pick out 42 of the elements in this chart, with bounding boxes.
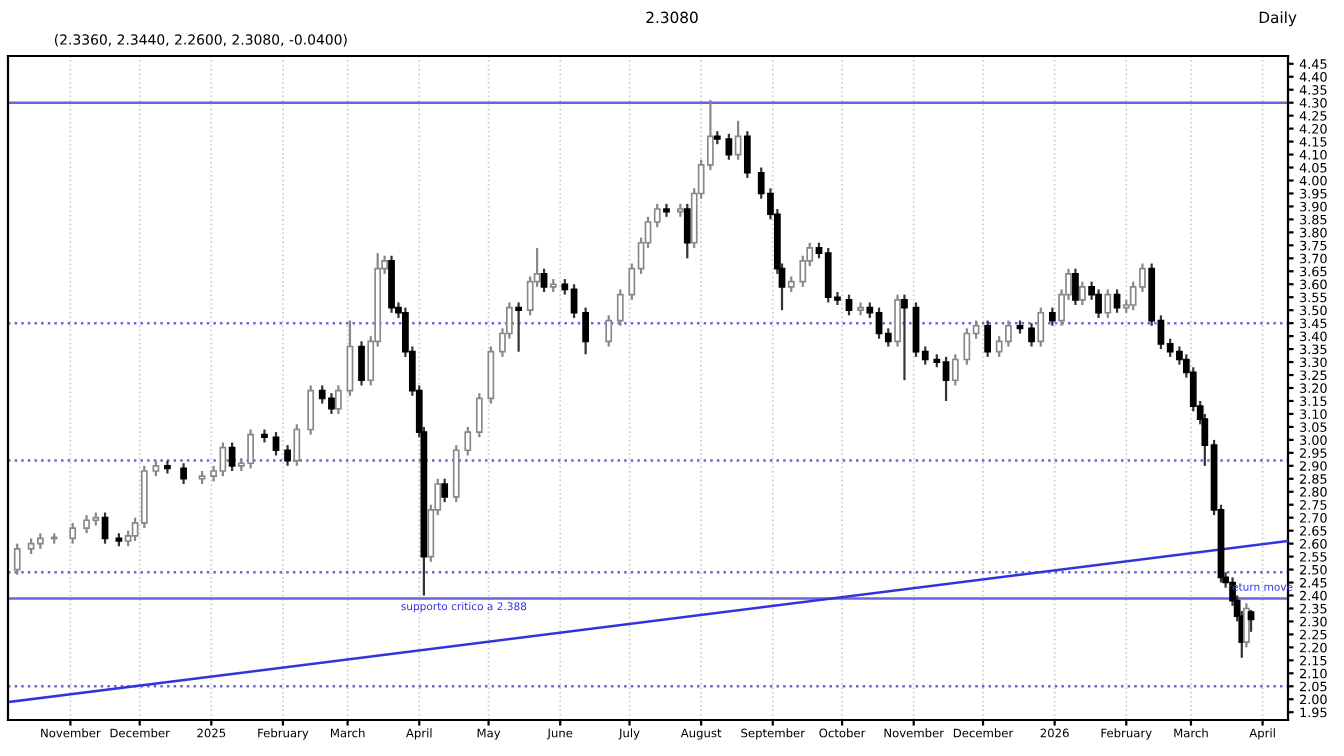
candlestick (984, 319, 992, 358)
candlestick (1095, 288, 1102, 320)
candlestick (845, 293, 853, 317)
candlestick (164, 459, 171, 475)
candlestick (951, 353, 959, 387)
candlestick (13, 542, 21, 576)
candlestick (335, 384, 342, 416)
candlestick (1037, 306, 1045, 348)
candlestick (69, 521, 77, 545)
candlestick (293, 423, 301, 467)
candlestick (616, 288, 624, 327)
candlestick (663, 202, 670, 218)
candlestick (894, 293, 901, 348)
candlestick (388, 254, 395, 314)
candlestick (475, 392, 483, 439)
candlestick (261, 428, 268, 444)
candlestick (1078, 280, 1086, 307)
candlestick (1247, 608, 1255, 633)
candlestick (582, 306, 589, 356)
candlestick (963, 327, 971, 366)
candlestick (284, 443, 291, 467)
candlestick (358, 340, 365, 387)
candlestick (441, 477, 449, 504)
candlestick (605, 314, 613, 348)
candlestick (515, 301, 522, 353)
candlestick (725, 132, 733, 161)
candlestick (1028, 322, 1035, 348)
candlestick (1243, 602, 1250, 649)
candlestick (272, 430, 280, 457)
candlestick (683, 202, 691, 260)
candlestick (1072, 267, 1079, 307)
candlestick (307, 384, 315, 436)
candlestick (857, 301, 864, 317)
candlestick (540, 267, 548, 294)
candlestick (228, 441, 236, 473)
candlestick (452, 443, 460, 504)
candlestick (743, 130, 751, 180)
candlestick (180, 462, 187, 486)
candlestick (464, 425, 472, 457)
candlestick (901, 293, 908, 382)
candlestick (1104, 288, 1112, 320)
candlestick (1048, 306, 1056, 327)
